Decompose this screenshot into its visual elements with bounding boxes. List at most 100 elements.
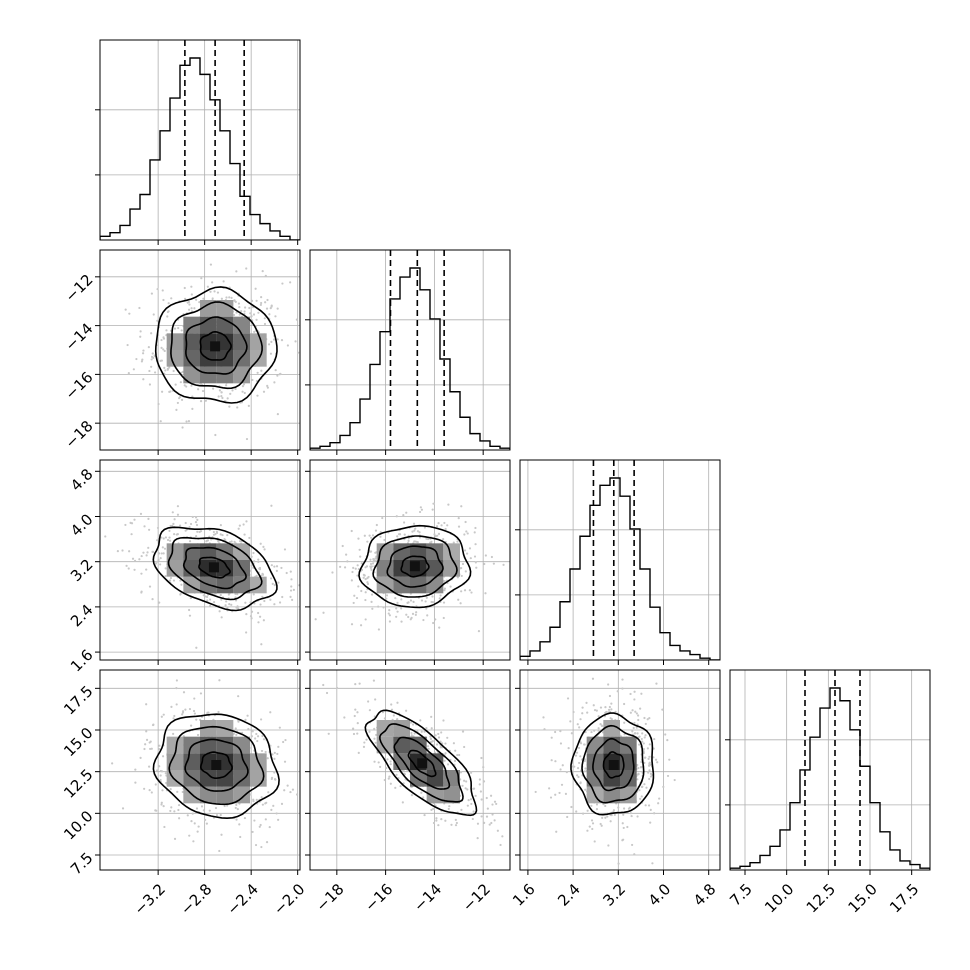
scatter-point — [461, 730, 465, 733]
scatter-point — [469, 798, 473, 801]
scatter-point — [405, 511, 408, 514]
scatter-point — [599, 822, 602, 826]
contour-line — [167, 536, 263, 601]
scatter-point — [413, 732, 416, 735]
scatter-point — [128, 550, 131, 553]
scatter-point — [377, 628, 381, 631]
scatter-point — [608, 694, 612, 698]
scatter-point — [425, 537, 428, 540]
scatter-point — [197, 388, 200, 391]
scatter-point — [273, 603, 276, 606]
hist-bar — [520, 477, 720, 660]
scatter-point — [291, 598, 294, 602]
density-cell — [200, 300, 217, 317]
scatter-point — [424, 600, 427, 603]
scatter-point — [429, 737, 433, 741]
scatter-point — [479, 790, 482, 793]
scatter-point — [447, 807, 450, 811]
scatter-point — [271, 582, 274, 585]
scatter-point — [168, 579, 172, 582]
density-cell — [443, 543, 460, 560]
scatter-point — [314, 594, 316, 596]
scatter-point — [285, 571, 288, 575]
scatter-point — [666, 739, 669, 742]
scatter-point — [578, 726, 581, 729]
scatter-point — [256, 394, 259, 397]
scatter-point — [593, 708, 597, 712]
scatter-point — [238, 313, 241, 316]
scatter-point — [648, 717, 651, 720]
scatter-point — [139, 335, 142, 338]
scatter-point — [202, 809, 205, 812]
scatter-point — [255, 798, 258, 801]
scatter-point — [180, 329, 183, 332]
scatter-point — [303, 797, 305, 799]
scatter-point — [273, 584, 276, 587]
contour-line — [185, 316, 248, 375]
scatter-point — [331, 571, 334, 574]
scatter-point — [606, 815, 609, 818]
scatter-point — [354, 708, 357, 711]
scatter-point — [178, 524, 182, 527]
scatter-point — [191, 812, 194, 815]
x-tick-label: 3.2 — [599, 880, 629, 910]
density-peak — [417, 758, 428, 769]
scatter-point — [242, 523, 245, 526]
scatter-point — [267, 343, 271, 346]
scatter-point — [649, 763, 652, 766]
scatter-point — [135, 357, 138, 361]
scatter-point — [655, 682, 658, 685]
scatter-point — [427, 537, 430, 541]
scatter-point — [142, 378, 145, 381]
scatter-point — [228, 540, 232, 544]
scatter-point — [173, 810, 176, 813]
scatter-point — [648, 761, 651, 764]
scatter-point — [432, 821, 436, 825]
scatter-point — [273, 565, 276, 568]
scatter-point — [265, 841, 269, 844]
scatter-point — [259, 303, 262, 307]
scatter-point — [370, 600, 373, 604]
scatter-point — [435, 817, 438, 820]
scatter-point — [152, 313, 155, 316]
scatter-point — [554, 793, 557, 796]
scatter-point — [465, 780, 468, 783]
scatter-point — [245, 520, 248, 523]
scatter-point — [237, 302, 241, 305]
scatter-point — [220, 391, 223, 394]
scatter-point — [186, 814, 189, 817]
scatter-point — [621, 822, 624, 825]
scatter-point — [633, 721, 636, 725]
scatter-point — [196, 830, 199, 833]
scatter-point — [432, 807, 435, 810]
scatter-point — [187, 308, 191, 311]
panel-3-1: −18 −16 −14 −12 — [305, 669, 511, 915]
scatter-point — [648, 769, 651, 772]
scatter-point — [150, 292, 153, 295]
scatter-point — [195, 646, 198, 649]
panel-frame — [99, 249, 301, 451]
scatter-point — [235, 606, 238, 609]
scatter-point — [396, 701, 399, 704]
scatter-point — [169, 809, 172, 813]
scatter-point — [158, 601, 161, 604]
scatter-point — [395, 607, 398, 610]
scatter-point — [249, 615, 253, 618]
scatter-point — [260, 845, 263, 849]
scatter-point — [623, 702, 626, 706]
scatter-point — [430, 600, 433, 604]
scatter-point — [632, 726, 635, 730]
scatter-point — [187, 608, 191, 612]
scatter-point — [431, 508, 434, 511]
scatter-point — [583, 759, 586, 763]
scatter-point — [559, 730, 562, 733]
scatter-point — [566, 697, 570, 700]
scatter-point — [390, 703, 393, 706]
scatter-point — [502, 563, 505, 566]
scatter-point — [200, 805, 204, 808]
scatter-point — [154, 783, 157, 786]
scatter-point — [420, 508, 424, 511]
scatter-point — [438, 626, 441, 629]
scatter-point — [151, 723, 155, 727]
